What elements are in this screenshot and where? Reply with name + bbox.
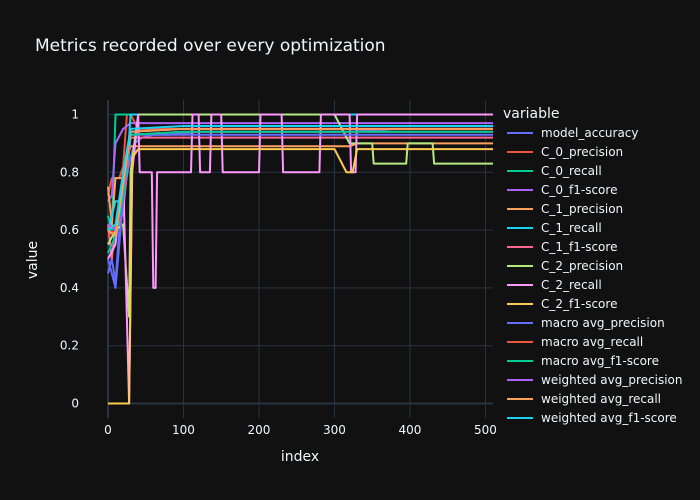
- legend-label: C_2_precision: [541, 259, 623, 273]
- x-tick-label: 100: [172, 423, 195, 437]
- legend: model_accuracy C_0_precision C_0_recall C_0…: [507, 126, 682, 425]
- series-lines: [107, 113, 493, 405]
- y-axis-title: value: [25, 241, 41, 279]
- x-tick-label: 400: [399, 423, 422, 437]
- legend-label: C_1_recall: [541, 221, 602, 235]
- legend-label: C_0_f1-score: [541, 183, 617, 197]
- legend-title: variable: [503, 106, 559, 122]
- legend-label: C_0_recall: [541, 164, 602, 178]
- series-line-9: [108, 148, 493, 405]
- series-line-15: [107, 125, 493, 231]
- legend-label: C_2_recall: [541, 278, 602, 292]
- legend-label: C_2_f1-score: [541, 297, 617, 311]
- y-tick-label: 1: [71, 107, 79, 121]
- legend-label: weighted avg_precision: [541, 373, 682, 387]
- legend-label: C_1_precision: [541, 202, 623, 216]
- legend-label: model_accuracy: [541, 126, 639, 140]
- chart-title: Metrics recorded over every optimization: [35, 36, 386, 56]
- series-line-14: [107, 127, 493, 237]
- y-tick-label: 0.8: [60, 165, 79, 179]
- x-tick-label: 0: [104, 423, 112, 437]
- legend-label: macro avg_f1-score: [541, 354, 659, 368]
- series-line-7: [107, 113, 493, 318]
- y-tick-label: 0.6: [60, 223, 79, 237]
- y-tick-label: 0.2: [60, 339, 79, 353]
- legend-label: weighted avg_recall: [541, 392, 661, 406]
- legend-label: macro avg_recall: [541, 335, 643, 349]
- x-tick-label: 200: [248, 423, 271, 437]
- series-line-3: [107, 122, 493, 202]
- tick-labels: 0 0.2 0.4 0.6 0.8 1 0 100 200 300 400 500: [60, 107, 497, 437]
- x-axis-title: index: [281, 449, 319, 465]
- series-line-4: [107, 142, 493, 226]
- legend-label: weighted avg_f1-score: [541, 411, 677, 425]
- legend-label: C_1_f1-score: [541, 240, 617, 254]
- y-tick-label: 0: [71, 397, 79, 411]
- y-tick-label: 0.4: [60, 281, 79, 295]
- legend-label: macro avg_precision: [541, 316, 665, 330]
- x-tick-label: 500: [474, 423, 497, 437]
- legend-label: C_0_precision: [541, 145, 623, 159]
- x-tick-label: 300: [323, 423, 346, 437]
